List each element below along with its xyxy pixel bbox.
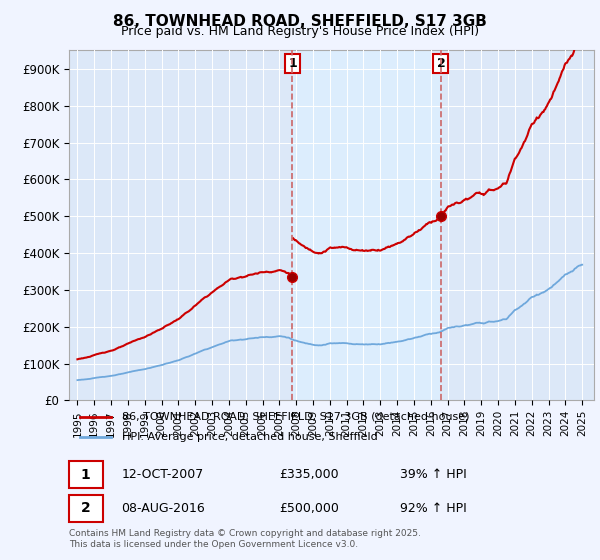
Text: 39% ↑ HPI: 39% ↑ HPI	[400, 468, 467, 481]
Text: Contains HM Land Registry data © Crown copyright and database right 2025.
This d: Contains HM Land Registry data © Crown c…	[69, 529, 421, 549]
Text: 1: 1	[288, 57, 297, 70]
Text: 86, TOWNHEAD ROAD, SHEFFIELD, S17 3GB (detached house): 86, TOWNHEAD ROAD, SHEFFIELD, S17 3GB (d…	[121, 412, 469, 422]
Text: 2: 2	[437, 57, 445, 70]
Bar	[292, 50, 441, 400]
Text: HPI: Average price, detached house, Sheffield: HPI: Average price, detached house, Shef…	[121, 432, 377, 442]
Text: £500,000: £500,000	[279, 502, 339, 515]
Text: 2: 2	[81, 501, 91, 515]
Text: £335,000: £335,000	[279, 468, 338, 481]
FancyBboxPatch shape	[69, 495, 103, 522]
Text: 12-OCT-2007: 12-OCT-2007	[121, 468, 204, 481]
Text: 92% ↑ HPI: 92% ↑ HPI	[400, 502, 467, 515]
FancyBboxPatch shape	[69, 461, 103, 488]
Text: 08-AUG-2016: 08-AUG-2016	[121, 502, 205, 515]
Text: Price paid vs. HM Land Registry's House Price Index (HPI): Price paid vs. HM Land Registry's House …	[121, 25, 479, 38]
Text: 86, TOWNHEAD ROAD, SHEFFIELD, S17 3GB: 86, TOWNHEAD ROAD, SHEFFIELD, S17 3GB	[113, 14, 487, 29]
Text: 1: 1	[81, 468, 91, 482]
